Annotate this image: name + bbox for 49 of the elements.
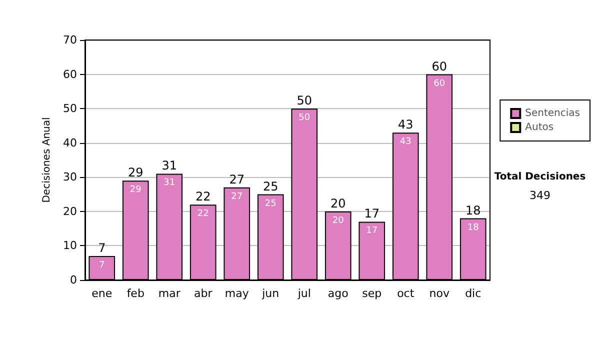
data-label: 17 [366,226,378,236]
data-label: 22 [197,209,209,220]
x-tick-label: ene [92,287,112,300]
y-tick-label: 20 [63,204,77,218]
data-label: 60 [434,78,446,89]
data-label: 43 [400,137,412,148]
data-label: 25 [264,198,276,209]
annotation: 27 [229,172,245,186]
x-tick-label: jul [296,287,311,300]
annotation: 7 [98,241,106,255]
x-tick-label: sep [362,287,382,300]
y-tick-label: 30 [63,170,77,184]
data-label: 20 [332,216,344,226]
annotation: 29 [128,166,144,180]
legend-label: Autos [525,122,554,133]
annotation: 50 [296,94,312,108]
data-label: 29 [130,185,142,196]
annotation: 60 [432,59,448,74]
y-tick-label: 70 [63,34,77,46]
x-tick-label: feb [126,287,144,300]
text: 349 [530,189,550,202]
y-axis-title: Decisiones Anual [42,117,53,203]
x-tick-label: oct [397,287,415,300]
data-label: 18 [467,222,480,233]
x-tick-label: nov [429,287,450,300]
x-tick-label: jun [261,287,280,300]
x-tick-label: mar [158,287,181,300]
annotation: 18 [465,203,481,218]
y-tick-label: 40 [63,136,77,150]
data-label: 7 [99,260,105,270]
y-tick-label: 0 [70,274,77,286]
x-tick-label: abr [194,287,213,300]
annotation: 31 [162,158,178,173]
y-tick-label: 60 [63,68,77,81]
legend-label: Sentencias [525,108,580,119]
x-tick-label: dic [465,287,482,300]
y-tick-label: 50 [63,102,77,116]
annotation: 43 [398,118,414,132]
data-label: 50 [298,113,310,124]
annotation: 22 [195,190,211,204]
data-label: 27 [231,192,243,202]
annotation: 25 [262,179,278,194]
x-tick-label: may [224,287,250,300]
y-tick-label: 10 [63,239,77,252]
annotation: 20 [330,196,346,210]
data-label: 31 [164,178,176,188]
x-tick-label: ago [328,287,349,300]
annotation: 17 [364,206,380,221]
text: Total Decisiones [494,172,586,182]
